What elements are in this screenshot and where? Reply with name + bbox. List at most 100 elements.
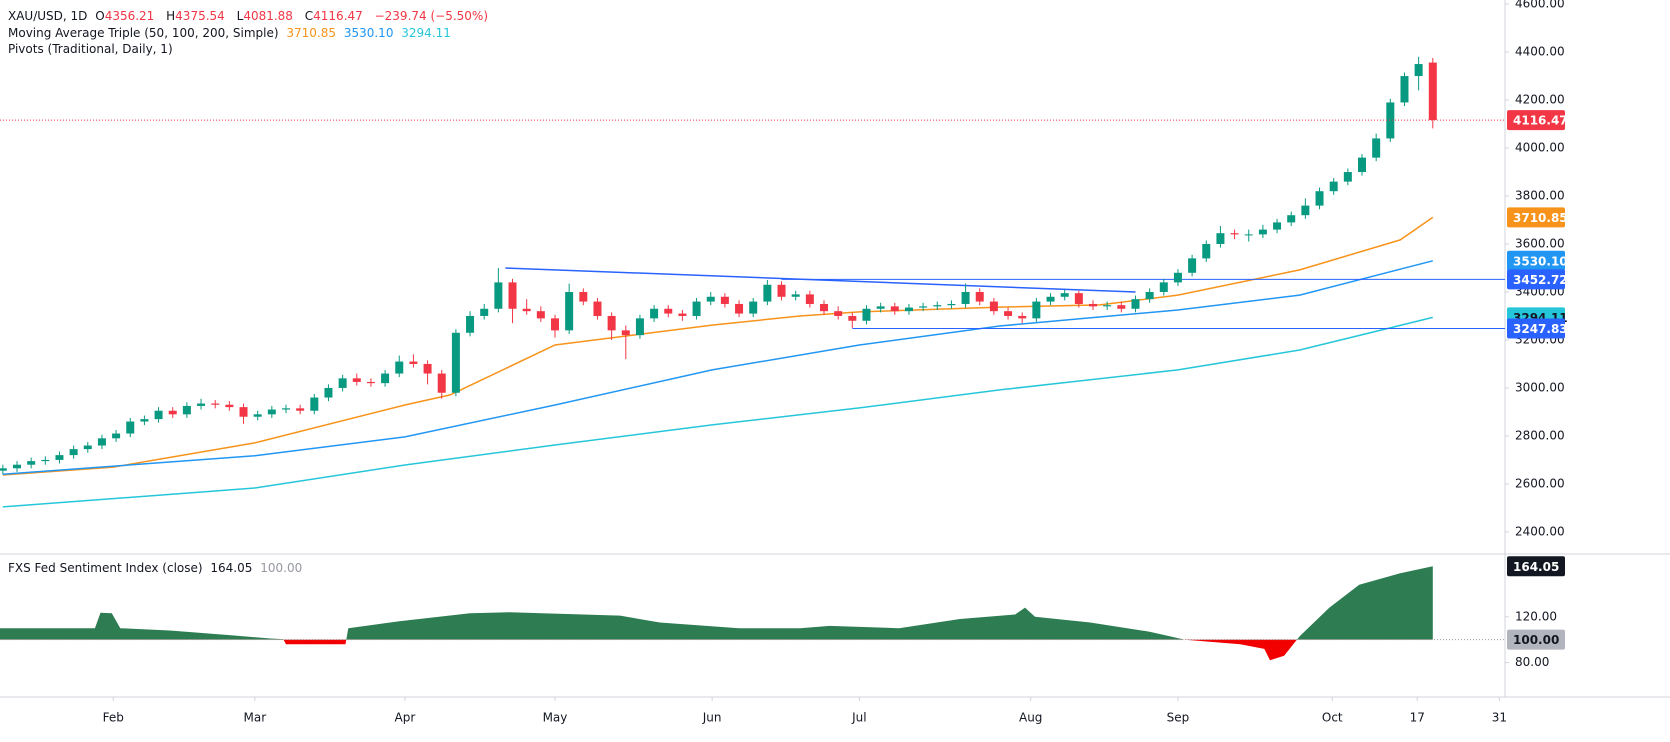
price-badge-label: 3452.72 <box>1513 273 1568 287</box>
candle-body <box>296 408 305 411</box>
candle-body <box>819 303 828 312</box>
candle-body <box>834 311 843 316</box>
candle-body <box>635 318 644 336</box>
candle-body <box>197 403 206 406</box>
candle-body <box>933 305 942 307</box>
candle-body <box>1117 305 1126 309</box>
candle-body <box>692 301 701 316</box>
x-tick-label: Aug <box>1019 711 1042 725</box>
ohlc: O4356.21 <box>95 9 158 23</box>
price-badge <box>1507 629 1565 650</box>
price-badge <box>1507 250 1565 271</box>
ma-legend: Moving Average Triple (50, 100, 200, Sim… <box>8 26 455 40</box>
candle-body <box>607 315 616 331</box>
y-tick-label: 4400.00 <box>1515 45 1565 59</box>
candle-body <box>1244 234 1253 236</box>
candle-body <box>975 291 984 302</box>
moving-average <box>2 216 1434 476</box>
candle-body <box>876 306 885 309</box>
candle-body <box>522 308 531 312</box>
candle-body <box>1414 64 1423 77</box>
indicator-value: 164.05 <box>210 561 253 575</box>
candle-body <box>12 464 21 469</box>
ohlc: H4375.54 <box>166 9 229 23</box>
candle-body <box>805 294 814 304</box>
candle-body <box>324 387 333 398</box>
candle-body <box>579 291 588 302</box>
candle-body <box>961 291 970 304</box>
candle-body <box>310 397 319 411</box>
candle-body <box>1202 243 1211 259</box>
price-badge-label: 3710.85 <box>1513 211 1568 225</box>
candle-body <box>41 459 50 462</box>
price-badge-label: 164.05 <box>1513 560 1559 574</box>
candle-body <box>1145 291 1154 300</box>
candle-body <box>664 308 673 314</box>
price-badge <box>1507 318 1565 339</box>
candle-body <box>1188 258 1197 273</box>
x-tick-label: Feb <box>103 711 124 725</box>
candle-body <box>1159 282 1168 292</box>
ohlc-value: 4375.54 <box>175 9 225 23</box>
price-badge-label: 3247.83 <box>1513 322 1568 336</box>
ohlc-value: 4081.88 <box>243 9 293 23</box>
indicator-legend: FXS Fed Sentiment Index (close) 164.05 1… <box>8 561 306 575</box>
price-pane <box>0 56 1505 508</box>
candle-body <box>706 296 715 302</box>
candle-body <box>720 296 729 304</box>
ohlc-value: 4356.21 <box>104 9 155 23</box>
candle-body <box>154 410 163 420</box>
pivots-title: Pivots (Traditional, Daily, 1) <box>8 42 173 56</box>
candle-body <box>1400 76 1409 103</box>
change: −239.74 (−5.50%) <box>374 9 489 23</box>
candle-body <box>848 315 857 321</box>
candle-body <box>678 313 687 316</box>
ohlc-label: H <box>166 9 176 23</box>
candle-body <box>1315 191 1324 206</box>
x-tick-label: Jun <box>702 711 722 725</box>
x-tick-label: 17 <box>1410 711 1425 725</box>
candle-body <box>211 403 220 405</box>
candle-body <box>168 410 177 415</box>
candle-body <box>239 407 248 417</box>
price-badge <box>1507 556 1565 577</box>
y-tick-label: 2400.00 <box>1515 524 1565 538</box>
candle-body <box>267 409 276 415</box>
candle-body <box>763 284 772 302</box>
area-negative <box>0 639 1433 661</box>
y-tick-label: 4200.00 <box>1515 93 1565 107</box>
candle-body <box>1046 296 1055 302</box>
candle-body <box>1103 305 1112 307</box>
candle-body <box>650 308 659 319</box>
y-tick-label: 2600.00 <box>1515 476 1565 490</box>
candle-body <box>253 414 262 417</box>
candle-body <box>1131 299 1140 309</box>
symbol: XAU/USD, 1D <box>8 9 88 23</box>
candle-body <box>1173 272 1182 283</box>
price-badge <box>1507 207 1565 228</box>
price-legend: XAU/USD, 1D O4356.21 H4375.54 L4081.88 C… <box>8 9 492 23</box>
x-tick-label: Apr <box>395 711 416 725</box>
indicator-baseline: 100.00 <box>260 561 303 575</box>
y-tick-label: 4000.00 <box>1515 141 1565 155</box>
ma-value: 3530.10 <box>343 26 394 40</box>
candle-body <box>1273 222 1282 230</box>
ma-value: 3710.85 <box>286 26 336 40</box>
price-badge-label: 3530.10 <box>1513 254 1568 268</box>
candle-body <box>55 455 64 460</box>
moving-average <box>2 260 1433 476</box>
ohlc-label: O <box>95 9 105 23</box>
x-tick-label: 31 <box>1492 711 1507 725</box>
y-tick-label: 120.00 <box>1515 609 1557 623</box>
candle-body <box>140 419 149 422</box>
y-tick-label: 2800.00 <box>1515 428 1565 442</box>
candle-body <box>1372 138 1381 158</box>
ohlc-value: 4116.47 <box>313 9 363 23</box>
candle-body <box>281 408 290 410</box>
candle-body <box>735 303 744 314</box>
candle-body <box>1358 157 1367 173</box>
candle-body <box>1216 233 1225 244</box>
candle-body <box>550 318 559 331</box>
